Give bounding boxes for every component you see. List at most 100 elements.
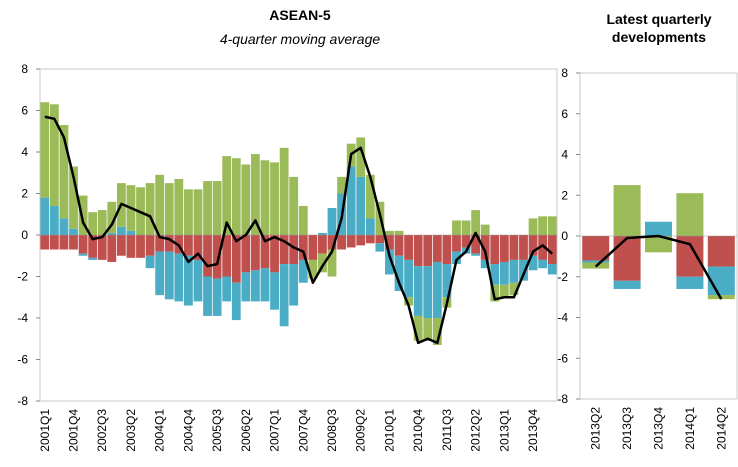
x-tick-label: 2006Q2 (239, 409, 253, 452)
chart-title: Latest quarterly developments (606, 11, 712, 45)
x-tick-label: 2001Q4 (67, 409, 81, 452)
bar (40, 235, 50, 250)
bar (308, 259, 318, 279)
bar (327, 235, 337, 250)
bar (69, 166, 78, 229)
bar (279, 147, 289, 235)
bar (413, 315, 423, 341)
bar (193, 235, 203, 260)
x-tick-label: 2005Q3 (210, 409, 224, 452)
x-tick-label: 2009Q2 (354, 409, 368, 452)
bar (174, 253, 184, 302)
bar (203, 276, 212, 316)
bar (69, 235, 78, 250)
bar (298, 205, 308, 235)
bar (78, 195, 88, 235)
bar (385, 230, 394, 235)
bar (49, 104, 59, 206)
bar (385, 249, 394, 275)
bar (519, 235, 528, 260)
bar (442, 264, 452, 298)
bar (318, 232, 327, 235)
y-tick-label: -4 (557, 311, 568, 325)
bar (480, 259, 490, 269)
bar (318, 235, 327, 254)
bar (582, 236, 610, 261)
x-tick-label: 2007Q1 (268, 409, 282, 452)
bar (461, 220, 471, 235)
bar (298, 259, 308, 283)
bar (528, 235, 538, 256)
bar (644, 221, 673, 236)
bar (613, 236, 641, 281)
y-tick-label: -4 (17, 311, 28, 325)
bar (289, 176, 299, 235)
x-tick-label: 2001Q1 (38, 409, 52, 452)
y-tick-label: 6 (561, 107, 568, 121)
bar (193, 189, 203, 235)
x-tick-label: 2004Q1 (153, 409, 167, 452)
bar (193, 259, 203, 302)
x-tick-label: 2007Q4 (296, 409, 310, 452)
bar (519, 259, 528, 281)
bar (270, 162, 279, 235)
y-tick-label: -6 (557, 351, 568, 365)
bar (547, 235, 557, 265)
bar (490, 235, 500, 265)
y-tick-label: 8 (561, 66, 568, 80)
bar (174, 178, 184, 235)
x-tick-label: 2014Q1 (683, 407, 697, 450)
bar (676, 276, 704, 289)
bar (346, 235, 356, 248)
bar (289, 235, 299, 265)
bar (183, 255, 193, 306)
bar (413, 266, 423, 316)
bar (613, 280, 641, 289)
bar (442, 235, 452, 265)
bar (279, 235, 289, 265)
bar (212, 278, 222, 316)
bar (676, 193, 704, 236)
y-tick-label: 0 (561, 229, 568, 243)
x-tick-label: 2003Q2 (124, 409, 138, 452)
bar (116, 235, 126, 256)
bar (707, 236, 735, 267)
y-tick-label: -6 (17, 353, 28, 367)
bar (183, 235, 193, 256)
x-tick-label: 2013Q4 (652, 407, 666, 450)
bar (251, 235, 260, 271)
bar (471, 210, 481, 235)
bar (203, 235, 212, 277)
bar (499, 261, 509, 285)
bar (404, 259, 414, 298)
x-tick-label: 2010Q4 (411, 409, 425, 452)
bar (327, 249, 337, 277)
bar (155, 174, 165, 235)
bar (337, 235, 346, 250)
bar (375, 235, 385, 244)
bar (59, 235, 69, 250)
x-tick-label: 2004Q4 (181, 409, 195, 452)
bar (145, 183, 155, 235)
bar (88, 257, 98, 260)
line (44, 115, 554, 345)
bar (318, 253, 327, 273)
y-tick-label: -2 (17, 270, 28, 284)
y-tick-label: 6 (21, 104, 28, 118)
bar (538, 259, 548, 269)
x-tick-label: 2008Q3 (325, 409, 339, 452)
bar (346, 166, 356, 235)
bar (116, 226, 126, 235)
y-tick-label: 2 (21, 187, 28, 201)
bar (212, 235, 222, 279)
bar (356, 137, 366, 177)
bar (49, 235, 59, 250)
bar (49, 205, 59, 235)
bar (327, 208, 337, 235)
bar (385, 235, 394, 250)
bar (432, 235, 442, 262)
chart-subtitle: 4-quarter moving average (219, 31, 381, 47)
bar (40, 102, 50, 198)
